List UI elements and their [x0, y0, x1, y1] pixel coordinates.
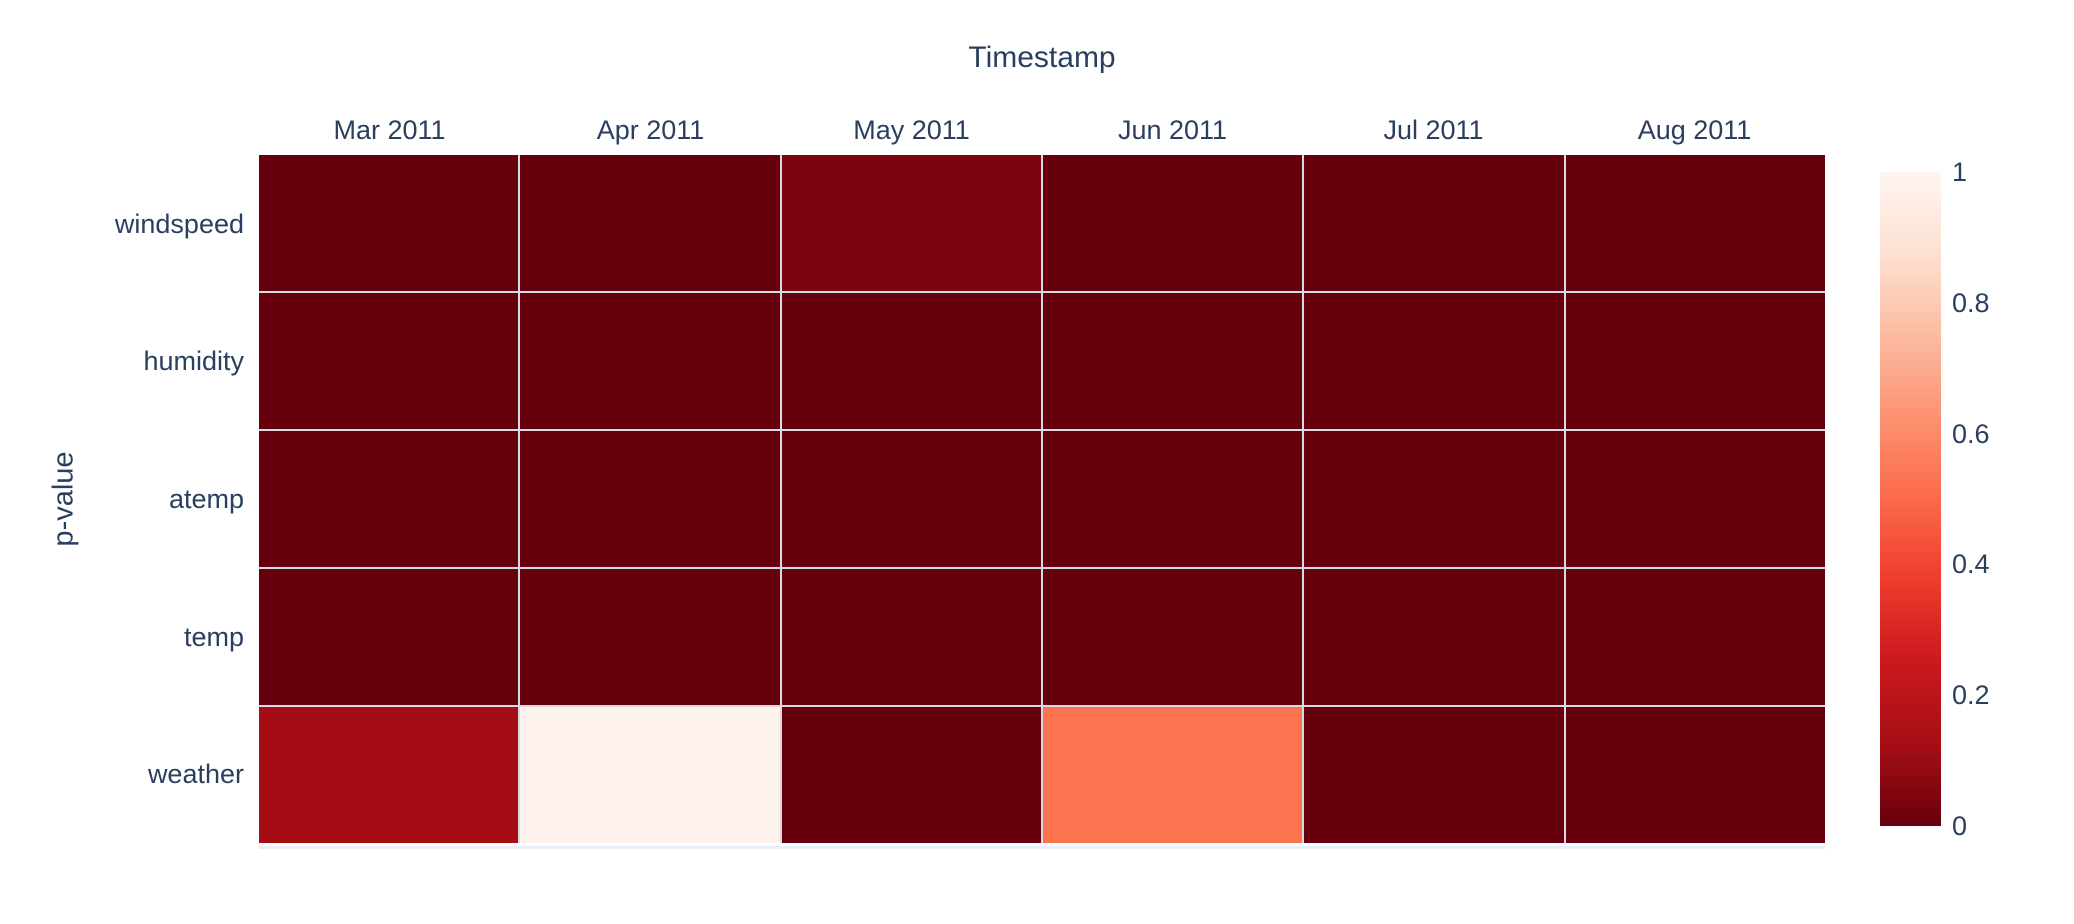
x-tick-label: Jul 2011 — [1383, 115, 1484, 145]
heatmap-cell[interactable] — [781, 569, 1041, 705]
heatmap-cell[interactable] — [520, 569, 780, 705]
heatmap-cell[interactable] — [259, 431, 519, 567]
colorbar-tick-label: 0.8 — [1952, 287, 1990, 318]
x-axis-title: Timestamp — [968, 41, 1116, 74]
heatmap-cell[interactable] — [781, 155, 1041, 291]
heatmap-cell[interactable] — [1043, 569, 1303, 705]
x-axis-line — [259, 846, 1825, 849]
heatmap-cell[interactable] — [781, 431, 1041, 567]
heatmap-cell[interactable] — [1304, 569, 1564, 705]
colorbar-tick-label: 0.2 — [1952, 680, 1990, 711]
heatmap-cell[interactable] — [1043, 293, 1303, 429]
heatmap-cell[interactable] — [1304, 155, 1564, 291]
colorbar-tick-label: 0.6 — [1952, 418, 1990, 449]
heatmap-cell[interactable] — [259, 293, 519, 429]
heatmap-cell[interactable] — [1304, 431, 1564, 567]
x-tick-label: Mar 2011 — [333, 115, 446, 145]
x-tick-label: May 2011 — [853, 115, 970, 145]
heatmap-cell[interactable] — [1304, 707, 1564, 843]
x-tick-label: Apr 2011 — [596, 115, 705, 145]
y-tick-label: temp — [183, 621, 244, 652]
heatmap-cell[interactable] — [1565, 293, 1825, 429]
y-tick-label: humidity — [143, 346, 244, 377]
heatmap-cell[interactable] — [520, 431, 780, 567]
colorbar-tick-label: 1 — [1952, 157, 1968, 187]
heatmap-cell[interactable] — [1565, 431, 1825, 567]
heatmap-cell[interactable] — [781, 707, 1041, 843]
heatmap-cell[interactable] — [1565, 569, 1825, 705]
colorbar-tick-label: 0 — [1952, 811, 1968, 841]
heatmap-cell[interactable] — [781, 293, 1041, 429]
heatmap-cell[interactable] — [520, 293, 780, 429]
colorbar-gradient — [1880, 172, 1941, 826]
heatmap-cell[interactable] — [259, 569, 519, 705]
colorbar-tick-label: 0.4 — [1952, 549, 1990, 580]
heatmap-cell[interactable] — [1043, 155, 1303, 291]
heatmap-cell[interactable] — [1304, 293, 1564, 429]
y-tick-label: weather — [147, 759, 244, 790]
heatmap-cell[interactable] — [1565, 155, 1825, 291]
heatmap-plot-area[interactable] — [259, 155, 1825, 843]
heatmap-cell[interactable] — [520, 155, 780, 291]
y-axis-title: p-value — [47, 451, 80, 547]
x-tick-label: Aug 2011 — [1637, 115, 1752, 145]
heatmap-cell[interactable] — [520, 707, 780, 843]
x-tick-label: Jun 2011 — [1117, 115, 1228, 145]
heatmap-cell[interactable] — [1565, 707, 1825, 843]
heatmap-cell[interactable] — [1043, 707, 1303, 843]
y-tick-label: windspeed — [114, 208, 244, 239]
heatmap-cell[interactable] — [259, 707, 519, 843]
heatmap-cell[interactable] — [1043, 431, 1303, 567]
heatmap-cell[interactable] — [259, 155, 519, 291]
y-tick-label: atemp — [168, 484, 244, 514]
